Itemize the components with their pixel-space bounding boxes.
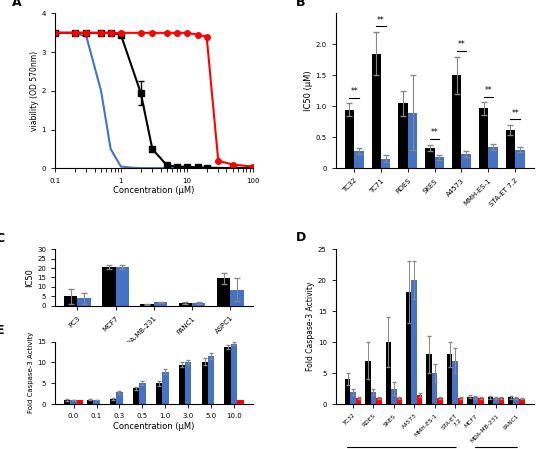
Bar xyxy=(365,361,371,404)
Bar xyxy=(472,397,478,404)
Bar xyxy=(208,356,214,404)
Bar xyxy=(426,355,432,404)
Bar xyxy=(398,103,408,168)
Text: **: ** xyxy=(377,16,385,25)
Bar xyxy=(345,379,350,404)
Y-axis label: Fold Caspase-3 Activity: Fold Caspase-3 Activity xyxy=(28,332,34,414)
Bar xyxy=(345,110,354,168)
X-axis label: Concentration (μM): Concentration (μM) xyxy=(113,422,195,431)
Bar xyxy=(94,400,100,404)
Bar xyxy=(519,399,525,404)
Bar xyxy=(237,400,244,404)
Bar xyxy=(467,396,472,404)
Bar xyxy=(397,398,402,404)
Bar xyxy=(217,278,230,306)
Text: **: ** xyxy=(350,87,358,96)
Bar xyxy=(140,304,154,306)
Bar xyxy=(192,303,206,306)
Bar xyxy=(156,383,162,404)
Bar xyxy=(179,304,192,306)
Y-axis label: viability (OD 570nm): viability (OD 570nm) xyxy=(30,51,38,131)
Text: **: ** xyxy=(431,128,438,137)
Bar xyxy=(139,383,146,404)
Bar xyxy=(493,398,499,404)
Bar xyxy=(179,365,185,404)
Bar xyxy=(162,372,168,404)
Bar xyxy=(231,344,237,404)
Bar xyxy=(87,400,94,404)
Bar xyxy=(224,347,231,404)
Bar xyxy=(479,108,488,168)
Bar xyxy=(371,392,376,404)
Bar xyxy=(411,280,417,404)
Text: **: ** xyxy=(458,40,465,49)
Bar xyxy=(499,398,504,404)
Bar xyxy=(376,398,382,404)
Bar xyxy=(434,157,444,168)
Bar xyxy=(488,147,498,168)
Bar xyxy=(350,392,356,404)
Bar xyxy=(230,290,244,306)
Bar xyxy=(458,398,463,404)
X-axis label: Concentration (μM): Concentration (μM) xyxy=(113,186,195,195)
Bar xyxy=(354,151,364,168)
Bar xyxy=(432,373,437,404)
Bar xyxy=(381,158,390,168)
Bar xyxy=(201,361,208,404)
Bar xyxy=(461,154,471,168)
Bar xyxy=(110,399,116,404)
Y-axis label: IC50: IC50 xyxy=(25,268,34,287)
Bar xyxy=(425,148,435,168)
Y-axis label: Fold Caspase-3 Activity: Fold Caspase-3 Activity xyxy=(306,282,315,371)
Bar xyxy=(64,400,70,404)
Bar xyxy=(515,150,525,168)
Bar xyxy=(437,398,443,404)
Bar xyxy=(452,75,461,168)
Bar xyxy=(133,388,139,404)
Bar xyxy=(70,400,77,404)
Bar xyxy=(386,342,391,404)
Bar xyxy=(372,54,381,168)
Text: B: B xyxy=(296,0,306,9)
Bar xyxy=(408,113,417,168)
Bar xyxy=(514,398,519,404)
Bar xyxy=(488,397,493,404)
Y-axis label: IC50 (μM): IC50 (μM) xyxy=(304,70,313,111)
Text: **: ** xyxy=(512,109,519,118)
Bar xyxy=(452,361,458,404)
Bar xyxy=(508,397,514,404)
Text: A: A xyxy=(12,0,21,9)
Bar xyxy=(77,400,83,404)
Bar xyxy=(478,398,483,404)
Text: C: C xyxy=(0,232,5,245)
Bar xyxy=(506,130,515,168)
Bar xyxy=(102,267,116,306)
Text: D: D xyxy=(296,231,306,244)
Bar xyxy=(406,292,411,404)
Bar xyxy=(154,303,167,306)
Bar xyxy=(78,298,91,306)
Bar xyxy=(116,267,129,306)
Text: **: ** xyxy=(485,86,492,95)
Bar xyxy=(185,362,191,404)
Bar xyxy=(64,296,78,306)
Bar xyxy=(116,392,123,404)
Bar xyxy=(391,388,397,404)
Bar xyxy=(447,355,452,404)
Bar xyxy=(356,398,361,404)
Text: E: E xyxy=(0,324,4,337)
Bar xyxy=(417,395,422,404)
